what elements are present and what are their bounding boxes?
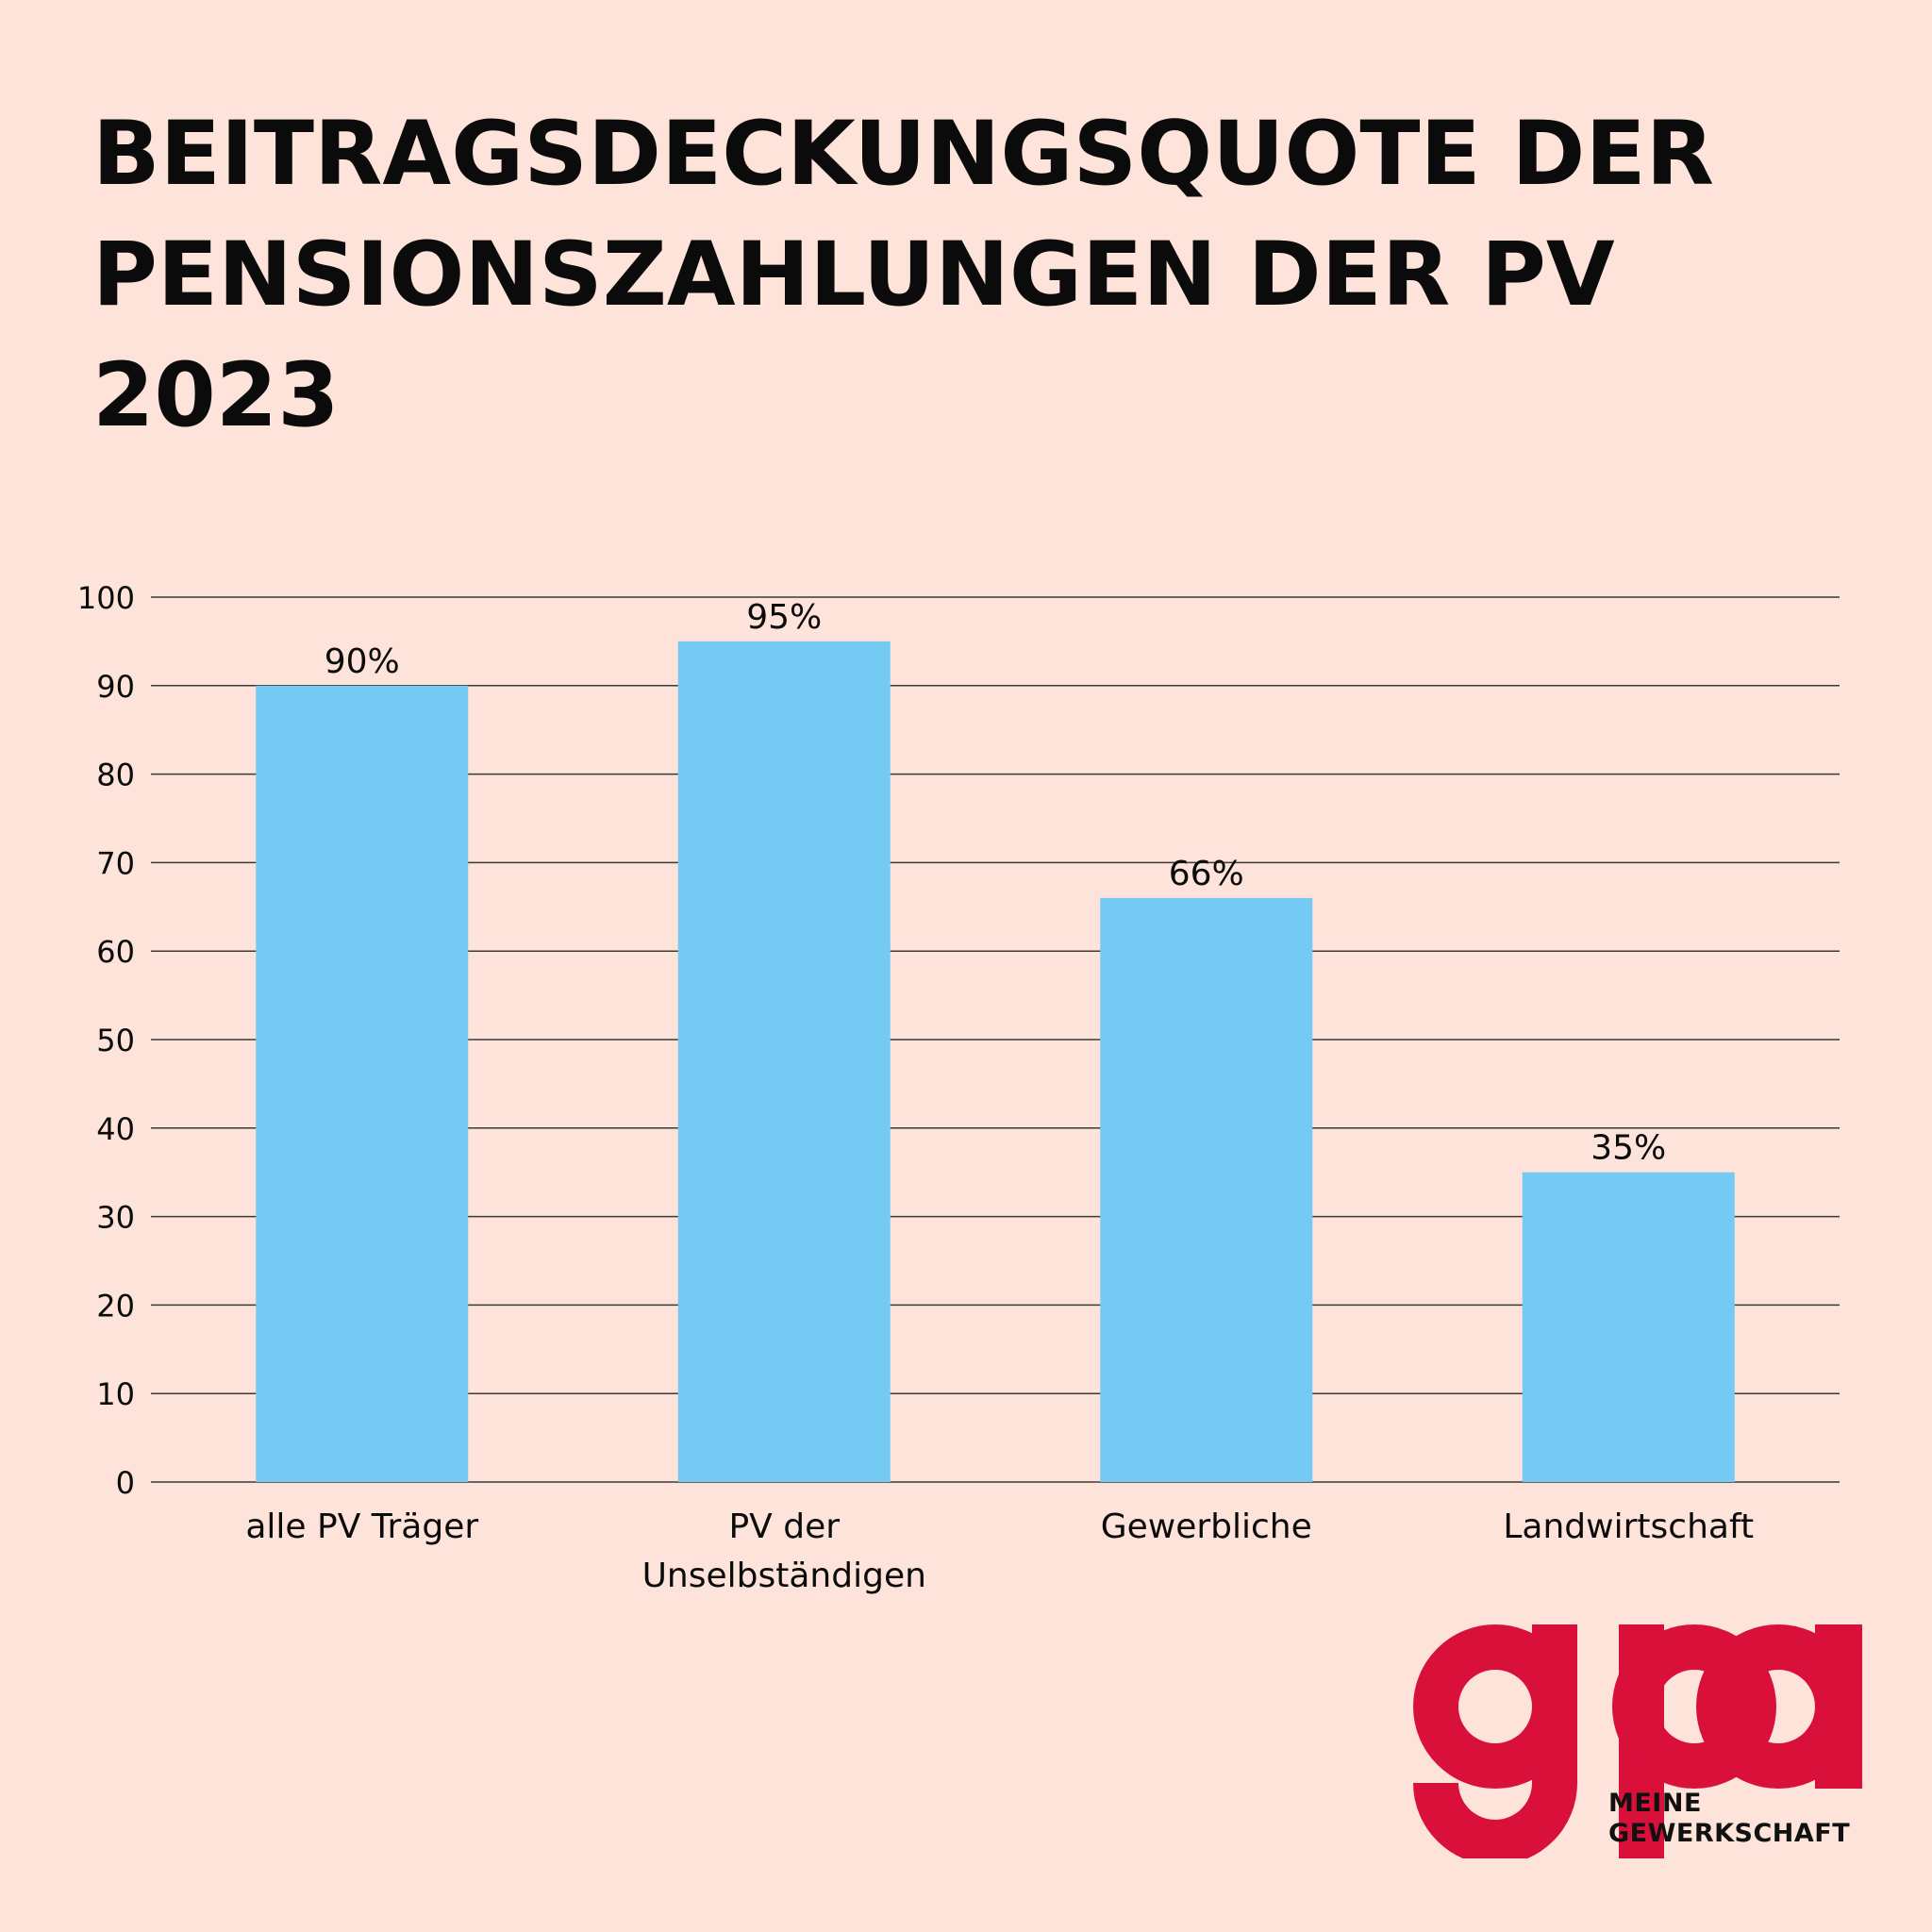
y-tick-label-30: 30 xyxy=(96,1200,135,1236)
bar-2 xyxy=(1100,897,1313,1482)
data-label-3: 35% xyxy=(1591,1129,1666,1168)
y-tick-label-10: 10 xyxy=(96,1376,135,1412)
y-tick-label-0: 0 xyxy=(116,1465,135,1501)
y-tick-label-40: 40 xyxy=(96,1111,135,1147)
gpa-logo xyxy=(1413,1624,1862,1858)
data-label-0: 90% xyxy=(325,642,400,681)
tagline-line-1: MEINE xyxy=(1608,1789,1702,1818)
title-line-2: PENSIONSZAHLUNGEN DER PV xyxy=(92,224,1615,326)
data-label-2: 66% xyxy=(1169,855,1244,893)
y-tick-label-20: 20 xyxy=(96,1288,135,1324)
y-tick-label-60: 60 xyxy=(96,934,135,970)
category-label-1-line-1: Unselbständigen xyxy=(642,1557,926,1595)
category-label-1-line-0: PV der xyxy=(728,1507,840,1546)
bar-chart: 0 10 20 30 40 50 60 70 80 90 100 90% alle PV Träger 9… xyxy=(77,580,1840,1595)
bar-0 xyxy=(256,685,469,1482)
y-tick-label-80: 80 xyxy=(96,758,135,793)
category-label-0: alle PV Träger xyxy=(245,1507,478,1546)
category-label-3: Landwirtschaft xyxy=(1503,1507,1754,1546)
bar-1 xyxy=(677,641,891,1482)
title-line-1: BEITRAGSDECKUNGSQUOTE DER xyxy=(92,103,1715,206)
title-line-3: 2023 xyxy=(92,344,340,447)
category-label-2: Gewerbliche xyxy=(1101,1507,1312,1546)
bar-3 xyxy=(1522,1172,1735,1482)
tagline-line-2: GEWERKSCHAFT xyxy=(1608,1819,1851,1848)
chart-title: BEITRAGSDECKUNGSQUOTE DER PENSIONSZAHLUN… xyxy=(92,94,1885,457)
y-tick-label-100: 100 xyxy=(77,580,135,616)
y-tick-label-70: 70 xyxy=(96,845,135,881)
y-tick-label-50: 50 xyxy=(96,1023,135,1058)
data-label-1: 95% xyxy=(746,598,822,637)
y-tick-label-90: 90 xyxy=(96,669,135,705)
logo-tagline: MEINE GEWERKSCHAFT xyxy=(1608,1789,1850,1849)
